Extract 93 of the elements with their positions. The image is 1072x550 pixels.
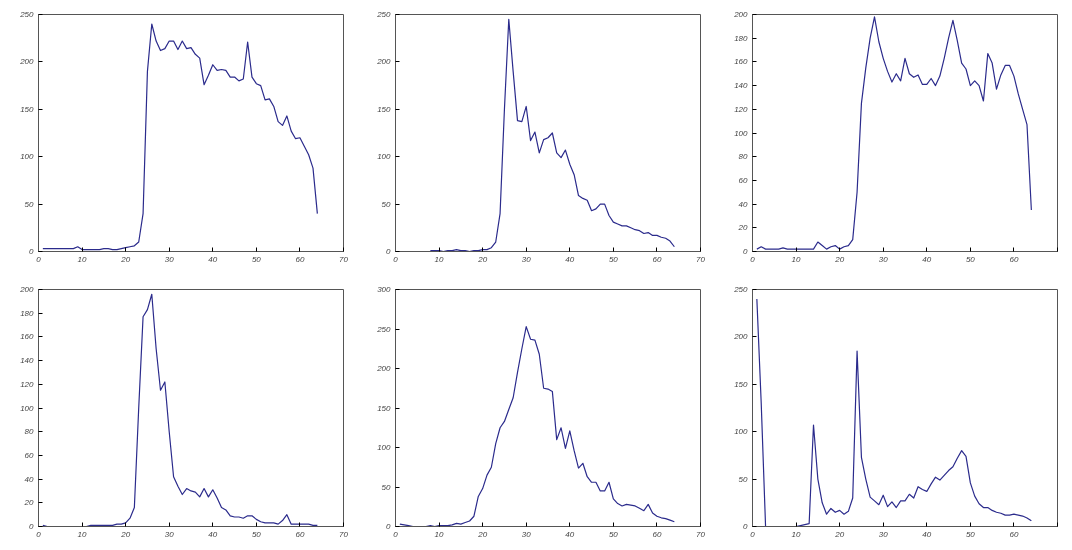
y-tick-label: 100 <box>20 152 35 162</box>
y-tick-label: 150 <box>20 104 35 114</box>
y-tick-label: 60 <box>24 450 35 460</box>
y-tick-label: 80 <box>738 152 749 162</box>
x-tick-label: 60 <box>652 529 662 539</box>
x-tick-label: 0 <box>36 529 42 539</box>
x-tick-label: 60 <box>295 254 305 264</box>
y-tick-label: 0 <box>386 247 392 256</box>
x-tick-label: 40 <box>922 529 932 539</box>
x-tick-label: 30 <box>878 529 889 539</box>
y-tick-label: 40 <box>24 474 35 484</box>
y-tick-label: 0 <box>743 247 749 256</box>
x-tick-label: 20 <box>477 254 488 264</box>
y-tick-label: 160 <box>20 332 35 342</box>
x-tick-label: 30 <box>521 529 532 539</box>
y-tick-label: 100 <box>734 128 749 138</box>
y-tick-label: 250 <box>376 10 392 19</box>
y-tick-label: 160 <box>734 57 749 67</box>
x-tick-label: 10 <box>791 254 802 264</box>
x-tick-label: 20 <box>477 529 488 539</box>
x-tick-label: 0 <box>393 254 399 264</box>
y-tick-label: 20 <box>737 223 749 233</box>
y-tick-label: 0 <box>29 522 35 531</box>
y-tick-label: 60 <box>738 175 749 185</box>
x-tick-label: 10 <box>791 529 802 539</box>
x-tick-label: 50 <box>251 254 262 264</box>
y-tick-label: 120 <box>20 379 35 389</box>
y-tick-label: 150 <box>377 104 392 114</box>
y-tick-label: 200 <box>19 285 35 294</box>
y-tick-label: 200 <box>733 332 749 342</box>
y-tick-label: 150 <box>734 379 749 389</box>
y-tick-label: 20 <box>23 498 35 508</box>
y-tick-label: 50 <box>381 199 392 209</box>
y-tick-label: 100 <box>377 152 392 162</box>
y-tick-label: 80 <box>24 427 35 437</box>
x-tick-label: 0 <box>750 254 756 264</box>
x-tick-label: 70 <box>339 254 349 264</box>
x-tick-label: 10 <box>77 529 88 539</box>
x-tick-label: 30 <box>521 254 532 264</box>
y-tick-label: 50 <box>24 199 35 209</box>
x-tick-label: 70 <box>339 529 349 539</box>
y-tick-label: 250 <box>376 324 392 334</box>
y-tick-label: 200 <box>733 10 749 19</box>
x-tick-label: 40 <box>208 254 218 264</box>
y-tick-label: 100 <box>734 427 749 437</box>
x-tick-label: 60 <box>295 529 305 539</box>
y-tick-label: 0 <box>743 522 749 531</box>
x-tick-label: 20 <box>834 529 845 539</box>
y-tick-label: 150 <box>377 403 392 413</box>
y-tick-label: 50 <box>381 482 392 492</box>
y-tick-label: 0 <box>29 247 35 256</box>
y-tick-label: 180 <box>734 33 749 43</box>
y-tick-label: 250 <box>19 10 35 19</box>
x-tick-label: 50 <box>608 529 619 539</box>
y-tick-label: 200 <box>19 57 35 67</box>
x-tick-label: 40 <box>565 529 575 539</box>
x-tick-label: 60 <box>1009 254 1019 264</box>
y-tick-label: 200 <box>376 364 392 373</box>
x-tick-label: 10 <box>434 529 445 539</box>
y-tick-label: 120 <box>734 104 749 114</box>
x-tick-label: 30 <box>164 529 175 539</box>
x-tick-label: 0 <box>750 529 756 539</box>
y-tick-label: 50 <box>738 474 749 484</box>
x-tick-label: 70 <box>696 254 706 264</box>
x-tick-label: 10 <box>434 254 445 264</box>
x-tick-label: 40 <box>922 254 932 264</box>
x-tick-label: 70 <box>696 529 706 539</box>
x-tick-label: 20 <box>834 254 845 264</box>
x-tick-label: 60 <box>652 254 662 264</box>
x-tick-label: 30 <box>164 254 175 264</box>
y-tick-label: 250 <box>733 285 749 294</box>
x-tick-label: 50 <box>965 254 976 264</box>
y-tick-label: 140 <box>20 356 35 366</box>
y-tick-label: 200 <box>376 57 392 67</box>
y-tick-label: 100 <box>20 403 35 413</box>
x-tick-label: 10 <box>77 254 88 264</box>
x-tick-label: 50 <box>251 529 262 539</box>
x-tick-label: 60 <box>1009 529 1019 539</box>
x-tick-label: 20 <box>120 529 131 539</box>
x-tick-label: 0 <box>393 529 399 539</box>
y-tick-label: 180 <box>20 308 35 318</box>
x-tick-label: 50 <box>965 529 976 539</box>
y-tick-label: 40 <box>738 199 749 209</box>
x-tick-label: 40 <box>208 529 218 539</box>
y-tick-label: 140 <box>734 81 749 91</box>
y-tick-label: 300 <box>377 285 392 294</box>
y-tick-label: 100 <box>377 443 392 452</box>
x-tick-label: 30 <box>878 254 889 264</box>
x-tick-label: 40 <box>565 254 575 264</box>
y-tick-label: 0 <box>386 522 392 531</box>
x-tick-label: 0 <box>36 254 42 264</box>
x-tick-label: 50 <box>608 254 619 264</box>
x-tick-label: 20 <box>120 254 131 264</box>
